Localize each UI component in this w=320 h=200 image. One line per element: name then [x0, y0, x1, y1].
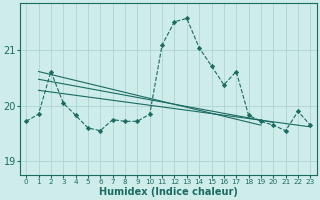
X-axis label: Humidex (Indice chaleur): Humidex (Indice chaleur) [99, 187, 238, 197]
